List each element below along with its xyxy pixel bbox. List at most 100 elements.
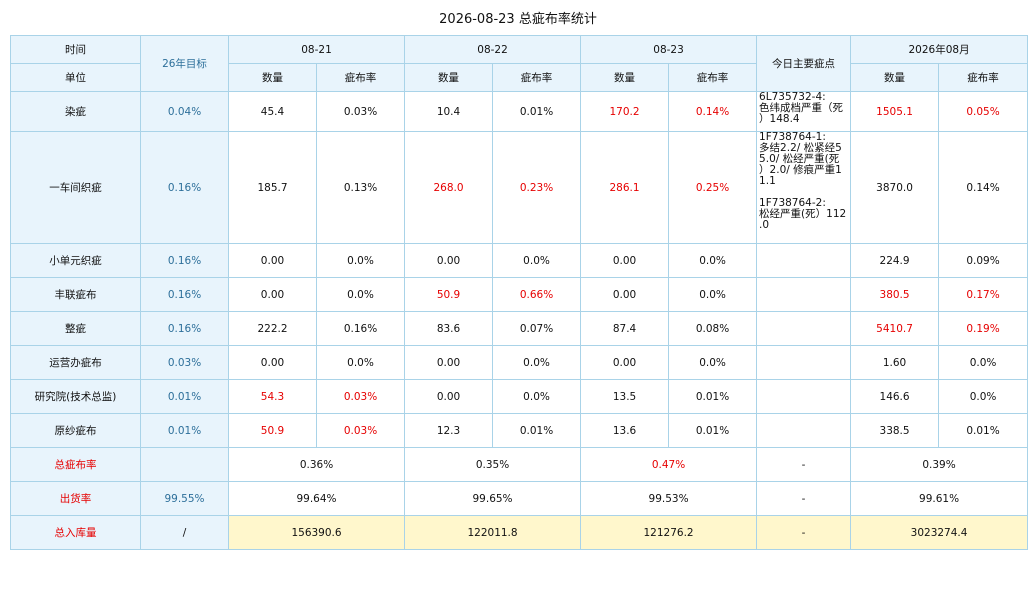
day3-value: 99.53%: [580, 481, 758, 516]
day3-rate: 0.08%: [668, 311, 758, 346]
header-date-1: 08-21: [227, 35, 406, 64]
main-defect-note: 6L735732-4: 色纬成档严重（死 ）148.4: [756, 91, 852, 132]
month-qty: 224.9: [850, 243, 940, 278]
header-rate: 疵布率: [668, 63, 758, 92]
day2-qty: 0.00: [404, 379, 494, 414]
day3-rate: 0.14%: [668, 91, 758, 132]
day3-qty: 87.4: [580, 311, 670, 346]
row-target: [140, 447, 229, 482]
day1-qty: 185.7: [228, 131, 317, 244]
day1-rate: 0.03%: [315, 379, 406, 414]
month-value: 3023274.4: [850, 515, 1029, 550]
row-label: 总疵布率: [10, 447, 141, 482]
header-time: 时间: [10, 35, 141, 64]
row-target: 0.04%: [140, 91, 229, 132]
day1-value: 0.36%: [227, 447, 406, 482]
header-main-defect: 今日主要疵点: [756, 35, 852, 92]
row-label: 丰联疵布: [10, 277, 141, 312]
table-row: 整疵 0.16% 222.2 0.16% 83.6 0.07% 87.4 0.0…: [10, 311, 1029, 346]
day2-qty: 0.00: [404, 243, 494, 278]
table-row: 原纱疵布 0.01% 50.9 0.03% 12.3 0.01% 13.6 0.…: [10, 413, 1029, 448]
row-target: 0.16%: [140, 311, 229, 346]
day3-value: 0.47%: [580, 447, 758, 482]
header-date-3: 08-23: [580, 35, 758, 64]
month-value: 0.39%: [850, 447, 1029, 482]
day2-qty: 268.0: [404, 131, 494, 244]
row-target: 0.16%: [140, 131, 229, 244]
month-rate: 0.14%: [938, 131, 1029, 244]
month-qty: 380.5: [850, 277, 940, 312]
row-label: 原纱疵布: [10, 413, 141, 448]
table-row: 染疵 0.04% 45.4 0.03% 10.4 0.01% 170.2 0.1…: [10, 91, 1029, 132]
row-target: /: [140, 515, 229, 550]
main-defect-note: [756, 379, 852, 414]
day2-value: 122011.8: [404, 515, 582, 550]
row-label: 一车间织疵: [10, 131, 141, 244]
day2-rate: 0.07%: [492, 311, 582, 346]
day3-rate: 0.0%: [668, 277, 758, 312]
month-rate: 0.05%: [938, 91, 1029, 132]
day2-qty: 10.4: [404, 91, 494, 132]
table-row: 一车间织疵 0.16% 185.7 0.13% 268.0 0.23% 286.…: [10, 131, 1029, 244]
day1-qty: 0.00: [228, 243, 317, 278]
table-row: 运营办疵布 0.03% 0.00 0.0% 0.00 0.0% 0.00 0.0…: [10, 345, 1029, 380]
day1-qty: 54.3: [228, 379, 317, 414]
day3-qty: 0.00: [580, 277, 670, 312]
day2-rate: 0.0%: [492, 345, 582, 380]
table-row: 研究院(技术总监) 0.01% 54.3 0.03% 0.00 0.0% 13.…: [10, 379, 1029, 414]
month-qty: 1.60: [850, 345, 940, 380]
day2-qty: 83.6: [404, 311, 494, 346]
header-qty: 数量: [850, 63, 940, 92]
month-rate: 0.0%: [938, 379, 1029, 414]
day3-qty: 286.1: [580, 131, 670, 244]
day1-qty: 222.2: [228, 311, 317, 346]
main-defect-note: [756, 277, 852, 312]
month-qty: 146.6: [850, 379, 940, 414]
day2-rate: 0.0%: [492, 243, 582, 278]
month-rate: 0.0%: [938, 345, 1029, 380]
header-target: 26年目标: [140, 35, 229, 92]
summary-row-total-inventory: 总入库量 / 156390.6 122011.8 121276.2 - 3023…: [10, 515, 1029, 550]
day2-rate: 0.0%: [492, 379, 582, 414]
month-rate: 0.17%: [938, 277, 1029, 312]
day2-qty: 12.3: [404, 413, 494, 448]
day3-rate: 0.01%: [668, 413, 758, 448]
summary-row-total-defect-rate: 总疵布率 0.36% 0.35% 0.47% - 0.39%: [10, 447, 1029, 482]
day2-qty: 50.9: [404, 277, 494, 312]
day3-qty: 13.5: [580, 379, 670, 414]
day1-rate: 0.0%: [315, 345, 406, 380]
defect-rate-table: 时间 26年目标 08-21 08-22 08-23 今日主要疵点 2026年0…: [10, 35, 1029, 550]
day3-qty: 0.00: [580, 243, 670, 278]
month-qty: 1505.1: [850, 91, 940, 132]
day3-rate: 0.25%: [668, 131, 758, 244]
row-label: 研究院(技术总监): [10, 379, 141, 414]
day2-rate: 0.23%: [492, 131, 582, 244]
day2-value: 0.35%: [404, 447, 582, 482]
row-label: 小单元织疵: [10, 243, 141, 278]
row-target: 0.03%: [140, 345, 229, 380]
header-rate: 疵布率: [315, 63, 406, 92]
day2-rate: 0.66%: [492, 277, 582, 312]
main-defect-note: [756, 243, 852, 278]
day3-value: 121276.2: [580, 515, 758, 550]
header-date-2: 08-22: [404, 35, 582, 64]
month-qty: 5410.7: [850, 311, 940, 346]
day1-value: 99.64%: [227, 481, 406, 516]
day1-rate: 0.03%: [315, 413, 406, 448]
row-target: 99.55%: [140, 481, 229, 516]
day3-rate: 0.0%: [668, 243, 758, 278]
page-title: 2026-08-23 总疵布率统计: [439, 12, 597, 27]
day1-rate: 0.03%: [315, 91, 406, 132]
summary-row-shipment-rate: 出货率 99.55% 99.64% 99.65% 99.53% - 99.61%: [10, 481, 1029, 516]
main-defect-note: 1F738764-1: 多结2.2/ 松紧经5 5.0/ 松经严重(死 ）2.0…: [756, 131, 852, 244]
main-defect-note: [756, 345, 852, 380]
month-rate: 0.19%: [938, 311, 1029, 346]
main-defect-note: -: [756, 481, 852, 516]
day3-qty: 13.6: [580, 413, 670, 448]
day1-qty: 0.00: [228, 345, 317, 380]
day1-rate: 0.0%: [315, 277, 406, 312]
main-defect-note: -: [756, 447, 852, 482]
month-value: 99.61%: [850, 481, 1029, 516]
row-target: 0.01%: [140, 379, 229, 414]
table-row: 小单元织疵 0.16% 0.00 0.0% 0.00 0.0% 0.00 0.0…: [10, 243, 1029, 278]
